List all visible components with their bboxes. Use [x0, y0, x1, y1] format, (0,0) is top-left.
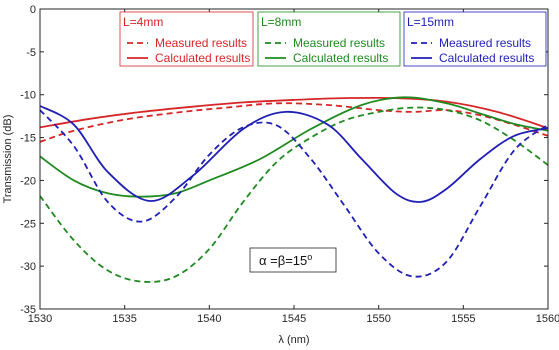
series-line-l4mm-measured [39, 102, 549, 143]
y-tick-label: -5 [26, 47, 36, 59]
x-tick-label: 1535 [112, 313, 136, 325]
x-tick-label: 1545 [282, 313, 306, 325]
series-layer [39, 96, 549, 283]
series-line-l15mm-measured [39, 109, 549, 278]
y-tick-label: -35 [20, 304, 36, 316]
y-tick-label: -10 [20, 90, 36, 102]
alpha-beta-annotation: α =β=15o [249, 247, 337, 273]
y-tick-label: -15 [20, 133, 36, 145]
axis-layer: 1530 1535 1540 1545 1550 1555 1560 0 -5 -10 -15 -20… [20, 4, 559, 325]
x-tick-label: 1540 [197, 313, 221, 325]
x-tick-label: 1530 [28, 313, 52, 325]
legend-label-calculated: Calculated results [155, 51, 250, 65]
annotation-superscript: o [307, 252, 312, 262]
x-tick-label: 1555 [451, 313, 475, 325]
legend-label-calculated: Calculated results [293, 51, 388, 65]
annotation-prefix: α =β=15 [259, 253, 307, 268]
series-line-l15mm-calculated [39, 105, 549, 203]
legend-box [257, 11, 401, 67]
legend-title: L=8mm [261, 15, 301, 29]
legend-title: L=4mm [123, 15, 163, 29]
legend-label-measured: Measured results [155, 36, 247, 50]
y-axis-label: Transmission (dB) [2, 115, 14, 204]
legend-label-measured: Measured results [439, 36, 531, 50]
y-tick-label: 0 [30, 4, 36, 16]
y-tick-label: -20 [20, 175, 36, 187]
legend-label-calculated: Calculated results [439, 51, 534, 65]
legend-title: L=15mm [407, 15, 454, 29]
annotation-text: α =β=15o [259, 252, 312, 268]
annotation-box [249, 247, 337, 273]
y-tick-label: -30 [20, 261, 36, 273]
series-line-l4mm-calculated [39, 96, 549, 129]
series-line-l8mm-calculated [39, 96, 549, 198]
legend-box [403, 11, 547, 67]
legend-label-measured: Measured results [293, 36, 385, 50]
x-tick-label: 1560 [536, 313, 559, 325]
x-tick-label: 1550 [366, 313, 390, 325]
legend-box [119, 11, 254, 67]
x-axis-label: λ (nm) [278, 334, 309, 346]
y-tick-label: -25 [20, 218, 36, 230]
